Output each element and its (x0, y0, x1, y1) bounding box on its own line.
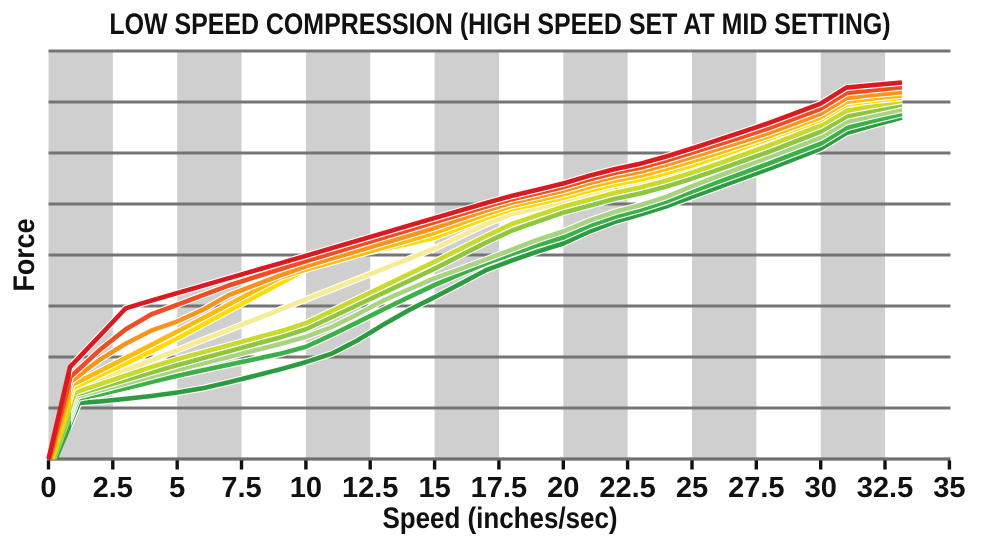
svg-text:20: 20 (547, 472, 579, 504)
svg-text:7.5: 7.5 (221, 472, 261, 504)
svg-text:17.5: 17.5 (471, 472, 527, 504)
svg-text:15: 15 (418, 472, 450, 504)
svg-text:10: 10 (290, 472, 322, 504)
svg-text:30: 30 (805, 472, 837, 504)
svg-text:12.5: 12.5 (342, 472, 398, 504)
svg-text:32.5: 32.5 (857, 472, 913, 504)
svg-text:27.5: 27.5 (728, 472, 784, 504)
svg-text:25: 25 (676, 472, 708, 504)
svg-text:35: 35 (933, 472, 965, 504)
svg-text:22.5: 22.5 (599, 472, 655, 504)
svg-text:5: 5 (169, 472, 185, 504)
svg-text:0: 0 (40, 472, 56, 504)
svg-text:2.5: 2.5 (93, 472, 133, 504)
